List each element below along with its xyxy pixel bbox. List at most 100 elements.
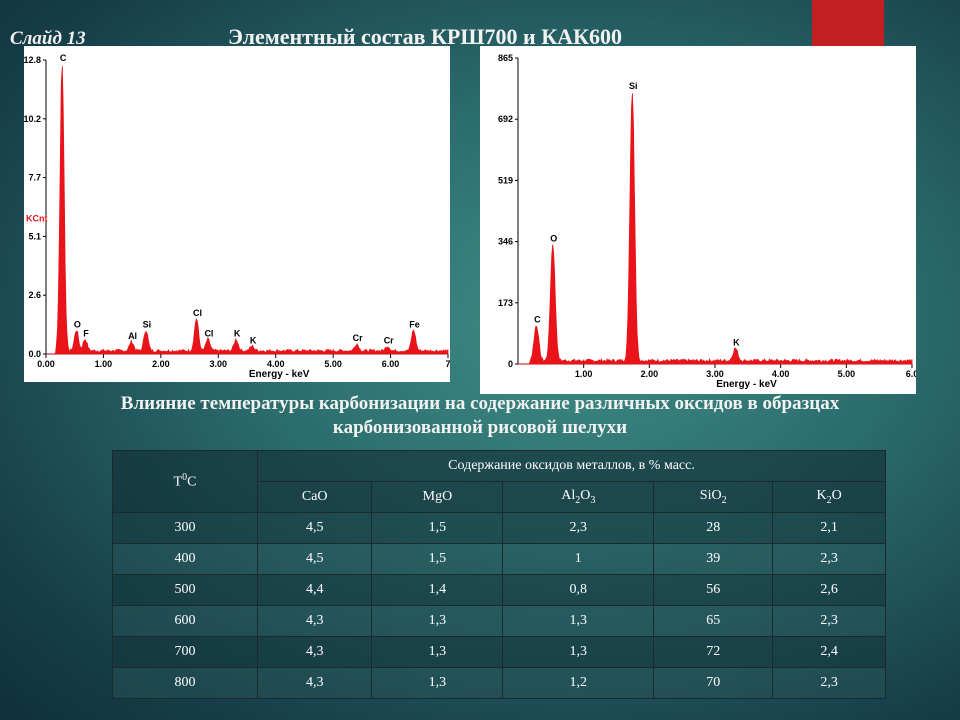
y-tick-label: 173 <box>498 298 513 308</box>
oxide-value-cell: 28 <box>653 512 774 544</box>
column-header-3: SiO2 <box>653 481 774 513</box>
column-header-1: MgO <box>371 481 504 513</box>
x-tick-label: 3.00 <box>210 359 228 369</box>
x-tick-label: 5.00 <box>838 369 856 379</box>
spectrum-svg-left: 0.0 2.6 5.1 7.7 10.2 12.8 0.00 1.00 2.00 3.00 4.00… <box>24 53 450 380</box>
oxide-value-cell: 4,5 <box>256 543 373 575</box>
peak-label: C <box>60 53 67 63</box>
column-header-tail: O <box>831 488 842 504</box>
oxide-value-cell: 1,3 <box>502 605 655 637</box>
x-axis-label: Energy - keV <box>249 369 310 380</box>
y-tick-label: 0.0 <box>28 349 41 359</box>
oxide-value-cell: 56 <box>653 574 774 606</box>
column-header-sub2: 3 <box>590 494 596 506</box>
x-tick-label: 5.00 <box>324 359 342 369</box>
spectrum-trace <box>518 93 913 365</box>
oxide-value-cell: 2,1 <box>772 512 886 544</box>
column-header-2: Al2O3 <box>502 481 655 513</box>
oxide-value-cell: 1,3 <box>371 667 504 699</box>
oxide-value-cell: 39 <box>653 543 774 575</box>
oxide-value-cell: 4,3 <box>256 605 373 637</box>
peak-label: Cl <box>204 329 213 339</box>
y-tick-label: 0 <box>508 359 513 369</box>
oxide-value-cell: 70 <box>653 667 774 699</box>
oxide-value-cell: 2,3 <box>772 543 886 575</box>
spectrum-chart-right: 0 173 346 519 692 865 1.00 2.00 3.00 4.00 5.00 6.0 E… <box>480 46 916 394</box>
peak-label: K <box>733 338 740 348</box>
column-header-tail: O <box>580 488 591 504</box>
peak-label: Cl <box>193 308 202 318</box>
column-header-sub: 2 <box>575 494 581 506</box>
temp-header-t: T <box>173 474 183 490</box>
oxide-value-cell: 2,4 <box>772 636 886 668</box>
table-caption: Влияние температуры карбонизации на соде… <box>10 392 950 440</box>
temperature-cell: 700 <box>112 636 258 668</box>
peak-label: Cr <box>353 333 363 343</box>
caption-line-2: карбонизованной рисовой шелухи <box>332 417 628 438</box>
oxide-value-cell: 1,5 <box>371 543 504 575</box>
oxide-value-cell: 1,3 <box>502 636 655 668</box>
table-header-row: T0C Содержание оксидов металлов, в % мас… <box>112 450 886 513</box>
y-tick-label: 519 <box>498 175 513 185</box>
group-header: Содержание оксидов металлов, в % масс. <box>257 450 886 482</box>
y-tick-label: 7.7 <box>28 173 41 183</box>
y-tick-label: 2.6 <box>28 290 41 300</box>
temp-header: T0C <box>112 450 258 513</box>
oxide-table: T0C Содержание оксидов металлов, в % мас… <box>112 450 886 699</box>
peak-label: Si <box>629 81 638 91</box>
peak-label: O <box>74 319 81 329</box>
table-row: 400 4,5 1,5 1 39 2,3 <box>112 543 886 575</box>
oxide-value-cell: 2,3 <box>772 667 886 699</box>
x-tick-label: 1.00 <box>575 369 593 379</box>
column-header-0: CaO <box>256 481 373 513</box>
oxide-value-cell: 4,3 <box>256 636 373 668</box>
x-tick-label: 2.00 <box>641 369 659 379</box>
y-tick-label: 692 <box>498 114 513 124</box>
caption-line-1: Влияние температуры карбонизации на соде… <box>120 393 840 414</box>
x-tick-label: 1.00 <box>95 359 113 369</box>
oxide-value-cell: 2,3 <box>772 605 886 637</box>
x-tick-label: 4.00 <box>267 359 285 369</box>
x-axis-label: Energy - keV <box>716 379 777 390</box>
spectrum-chart-left: 0.0 2.6 5.1 7.7 10.2 12.8 0.00 1.00 2.00 3.00 4.00… <box>24 46 450 382</box>
oxide-value-cell: 72 <box>653 636 774 668</box>
spectrum-trace <box>46 65 449 355</box>
temp-header-unit: C <box>187 474 197 490</box>
peak-label: K <box>250 335 257 345</box>
oxide-value-cell: 0,8 <box>502 574 655 606</box>
spectrum-svg-right: 0 173 346 519 692 865 1.00 2.00 3.00 4.00 5.00 6.0 E… <box>498 53 916 390</box>
y-tick-label: 12.8 <box>24 55 41 65</box>
x-tick-label: 4.00 <box>772 369 790 379</box>
column-header-sub: 2 <box>826 494 832 506</box>
peak-label: Al <box>128 331 137 341</box>
temperature-cell: 800 <box>112 667 258 699</box>
column-header-4: K2O <box>772 481 886 513</box>
oxide-value-cell: 1,2 <box>502 667 655 699</box>
peak-label: O <box>550 233 557 243</box>
y-tick-label: 865 <box>498 53 513 63</box>
accent-tab <box>812 0 884 50</box>
x-tick-label: 0.00 <box>37 359 55 369</box>
x-tick-label: 3.00 <box>706 369 724 379</box>
table-row: 300 4,5 1,5 2,3 28 2,1 <box>112 512 886 544</box>
column-header-main: MgO <box>422 489 453 504</box>
table-row: 700 4,3 1,3 1,3 72 2,4 <box>112 636 886 668</box>
oxide-value-cell: 1 <box>502 543 655 575</box>
x-tick-label: 6.0 <box>906 369 916 379</box>
oxide-value-cell: 1,4 <box>371 574 504 606</box>
y-tick-label: 5.1 <box>28 231 41 241</box>
temperature-cell: 300 <box>112 512 258 544</box>
y-tick-label: 346 <box>498 237 513 247</box>
peak-label: Fe <box>409 319 420 329</box>
column-header-sub: 2 <box>721 494 727 506</box>
peak-label: K <box>234 329 241 339</box>
oxide-value-cell: 1,5 <box>371 512 504 544</box>
oxide-value-cell: 4,5 <box>256 512 373 544</box>
peak-label: F <box>83 329 89 339</box>
oxide-value-cell: 1,3 <box>371 605 504 637</box>
slide-title: Элементный состав КРШ700 и КАК600 <box>228 24 623 49</box>
y-tick-label: 10.2 <box>24 114 41 124</box>
column-header-main: Al <box>561 488 576 504</box>
temperature-cell: 400 <box>112 543 258 575</box>
y-axis-label: KCnt <box>26 214 48 224</box>
